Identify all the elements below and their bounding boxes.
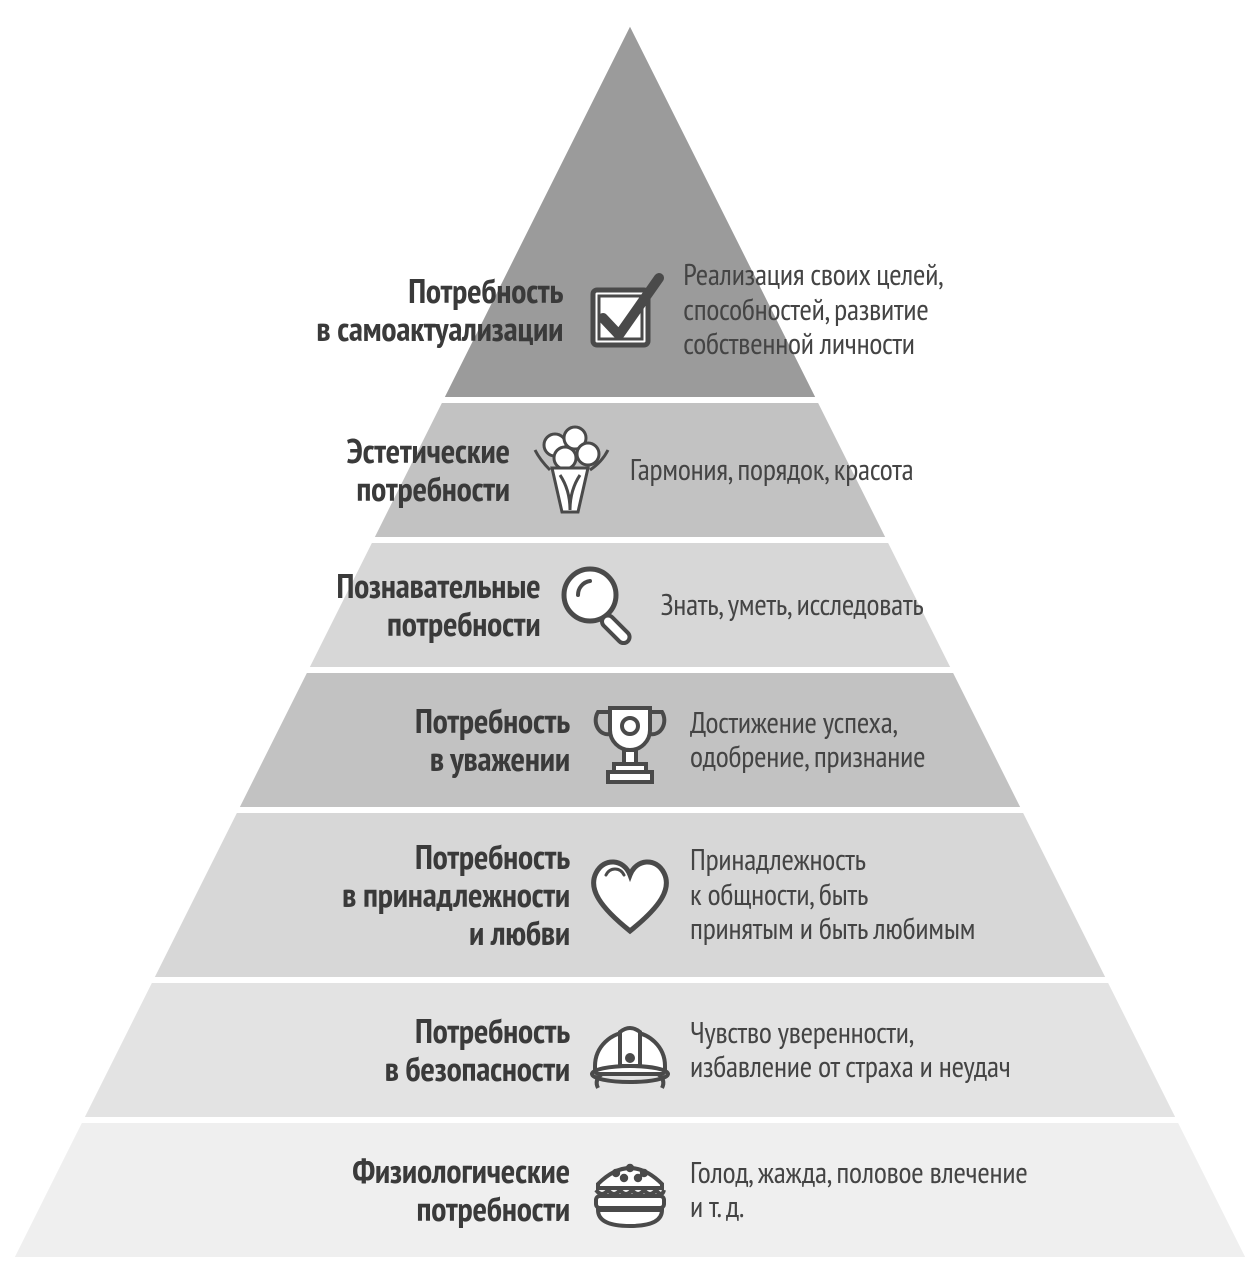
pyramid-level-5: [80, 980, 1180, 1120]
pyramid-level-2: [305, 540, 955, 670]
pyramid-level-3: [235, 670, 1025, 810]
pyramid-level-6: [10, 1120, 1250, 1260]
pyramid-level-4: [150, 810, 1110, 980]
pyramid-canvas: Потребность в самоактуализации Реализаци…: [0, 0, 1260, 1280]
pyramid-svg: [0, 0, 1260, 1280]
pyramid-level-1: [370, 400, 890, 540]
pyramid-level-0: [440, 20, 820, 400]
